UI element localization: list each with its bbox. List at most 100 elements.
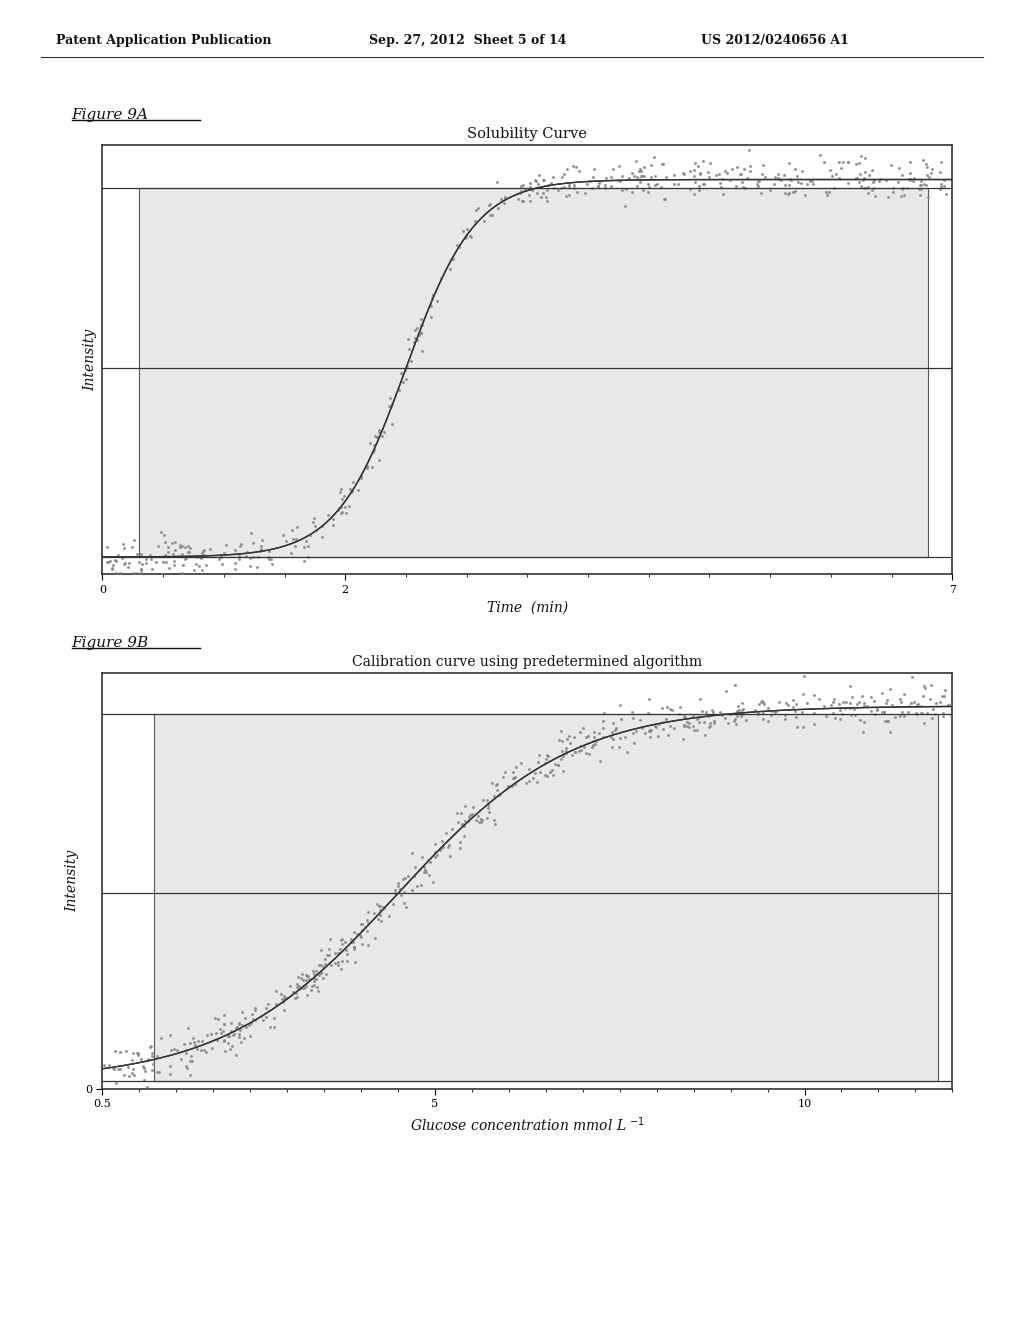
Point bbox=[495, 767, 511, 788]
Point bbox=[686, 152, 702, 173]
Point bbox=[732, 705, 749, 726]
Point bbox=[894, 178, 910, 199]
Point bbox=[274, 991, 291, 1012]
Point bbox=[568, 181, 585, 202]
Point bbox=[539, 190, 555, 211]
Point bbox=[863, 701, 880, 722]
Point bbox=[290, 966, 306, 987]
Point bbox=[148, 1061, 165, 1082]
Point bbox=[780, 694, 797, 715]
Point bbox=[625, 722, 641, 743]
Point bbox=[253, 1006, 269, 1027]
Point bbox=[604, 721, 621, 742]
Point bbox=[104, 554, 121, 576]
Point bbox=[102, 550, 119, 572]
Point bbox=[116, 537, 132, 558]
Point bbox=[907, 702, 924, 723]
Point bbox=[730, 696, 746, 717]
Point bbox=[136, 1060, 153, 1081]
Point bbox=[438, 822, 455, 843]
Point bbox=[726, 675, 742, 696]
Point bbox=[403, 879, 420, 900]
Point bbox=[236, 1027, 252, 1048]
Point bbox=[179, 1018, 196, 1039]
Point bbox=[376, 421, 392, 442]
Point bbox=[371, 420, 387, 441]
Point bbox=[497, 762, 513, 783]
Point bbox=[449, 803, 465, 824]
Point bbox=[551, 730, 567, 751]
Point bbox=[826, 688, 843, 709]
Point bbox=[528, 170, 545, 191]
Point bbox=[936, 169, 952, 190]
Point bbox=[438, 822, 455, 843]
Point bbox=[330, 952, 346, 973]
Point bbox=[261, 548, 278, 569]
Point bbox=[358, 909, 375, 931]
Point bbox=[835, 150, 851, 172]
Point bbox=[659, 696, 676, 717]
Point bbox=[560, 176, 577, 197]
Point bbox=[686, 183, 702, 205]
Point bbox=[610, 737, 627, 758]
Point bbox=[586, 158, 602, 180]
Point bbox=[433, 268, 450, 289]
Point bbox=[330, 954, 346, 975]
Point bbox=[500, 775, 516, 796]
Point bbox=[180, 541, 197, 562]
Point bbox=[777, 174, 794, 195]
Point bbox=[488, 779, 505, 800]
Point bbox=[333, 939, 349, 960]
Point bbox=[805, 174, 821, 195]
Point bbox=[182, 537, 199, 558]
Point bbox=[112, 1041, 128, 1063]
Point bbox=[641, 726, 657, 747]
Point bbox=[692, 162, 709, 183]
Point bbox=[666, 173, 682, 194]
Point bbox=[223, 1012, 240, 1034]
Point bbox=[330, 500, 346, 521]
Point bbox=[632, 172, 648, 193]
Point bbox=[344, 471, 360, 492]
Point bbox=[757, 166, 773, 187]
Point bbox=[268, 979, 285, 1001]
Point bbox=[475, 210, 492, 231]
Point bbox=[755, 702, 771, 723]
Point bbox=[753, 182, 769, 203]
Point bbox=[138, 1076, 155, 1097]
Point bbox=[609, 169, 626, 190]
Point bbox=[330, 500, 346, 521]
Point bbox=[231, 1027, 248, 1048]
Point bbox=[523, 180, 540, 201]
Point bbox=[709, 165, 725, 186]
Point bbox=[233, 1015, 250, 1036]
Point bbox=[359, 935, 376, 956]
Point bbox=[352, 913, 369, 935]
Point bbox=[817, 181, 834, 202]
Point bbox=[587, 734, 603, 755]
Point bbox=[220, 1026, 237, 1047]
Point bbox=[912, 185, 929, 206]
Point bbox=[158, 552, 174, 573]
Point bbox=[385, 894, 401, 915]
Point bbox=[605, 158, 622, 180]
Point bbox=[570, 741, 587, 762]
Point bbox=[857, 148, 873, 169]
Point bbox=[451, 812, 467, 833]
Point bbox=[565, 177, 582, 198]
Point bbox=[866, 177, 883, 198]
Point bbox=[894, 701, 910, 722]
Point bbox=[701, 152, 718, 173]
Point bbox=[485, 809, 502, 830]
Point bbox=[129, 1043, 145, 1064]
Point bbox=[893, 185, 909, 206]
Point bbox=[230, 1023, 247, 1044]
Point bbox=[530, 744, 547, 766]
Point bbox=[293, 968, 309, 989]
Point bbox=[919, 174, 935, 195]
Point bbox=[649, 725, 666, 746]
Point bbox=[413, 322, 429, 343]
Point bbox=[427, 833, 443, 854]
Point bbox=[649, 725, 666, 746]
Point bbox=[796, 665, 812, 686]
